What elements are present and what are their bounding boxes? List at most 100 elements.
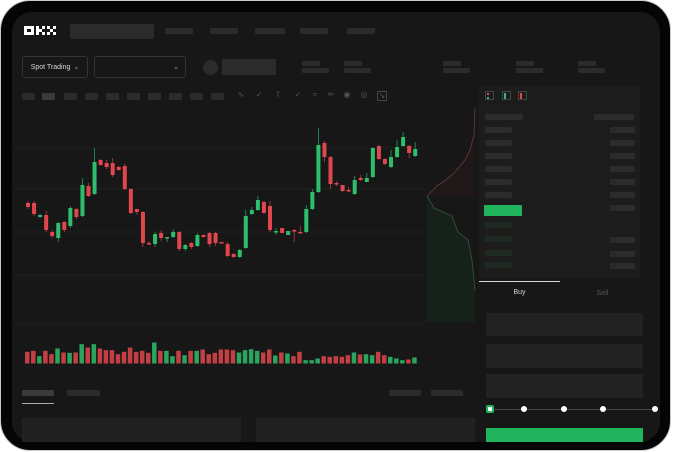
bids-only-icon[interactable]: [502, 91, 511, 100]
timeframe-button[interactable]: [211, 93, 224, 100]
candle: [364, 173, 369, 182]
volume-bar: [260, 352, 266, 364]
timeframe-button[interactable]: [85, 93, 98, 100]
nav-item[interactable]: [255, 28, 285, 34]
camera-icon[interactable]: ◉: [343, 90, 351, 99]
candle-body: [44, 215, 49, 230]
volume-bar: [321, 356, 326, 364]
spot-trading-label: Spot Trading: [30, 63, 71, 71]
volume-bar: [25, 351, 30, 364]
candle: [219, 242, 224, 244]
candle-body: [231, 254, 236, 257]
candle-body: [382, 159, 387, 164]
spot-trading-dropdown[interactable]: Spot Trading ⌄: [22, 56, 88, 78]
expand-icon[interactable]: ↘: [377, 91, 387, 101]
candle: [26, 201, 30, 209]
candle: [110, 158, 115, 177]
candle: [74, 208, 79, 219]
candle: [165, 237, 170, 242]
candle-body: [189, 243, 194, 247]
candle: [140, 211, 145, 247]
pencil-icon[interactable]: ✏: [327, 90, 335, 99]
volume-bar: [315, 358, 320, 364]
depth-chart: [426, 107, 476, 322]
timeframe-button[interactable]: [148, 93, 161, 100]
filter-button[interactable]: [389, 390, 421, 396]
slider-stop[interactable]: [561, 406, 567, 412]
candle: [334, 181, 339, 186]
tab-order-history[interactable]: [67, 390, 100, 396]
volume-bar: [49, 354, 54, 364]
slider-stop[interactable]: [652, 406, 658, 412]
candle-body: [352, 180, 357, 194]
volume-bar: [267, 349, 272, 364]
nav-item[interactable]: [347, 28, 375, 34]
candle-body: [80, 185, 85, 216]
volume-bar: [357, 354, 363, 364]
candle: [280, 228, 285, 233]
candle: [407, 145, 412, 158]
candle-body: [376, 146, 381, 159]
timeframe-button[interactable]: [106, 93, 119, 100]
total-input[interactable]: [486, 374, 643, 398]
candle-body: [364, 178, 369, 182]
timeframe-button[interactable]: [127, 93, 140, 100]
candle-body: [207, 233, 212, 244]
both-sides-icon[interactable]: [485, 91, 494, 100]
line-chart-icon[interactable]: ∿: [237, 90, 245, 99]
price-input[interactable]: [486, 313, 643, 336]
buy-button[interactable]: [486, 428, 643, 442]
slider-handle[interactable]: [486, 405, 494, 413]
tab-open-orders[interactable]: [22, 390, 54, 396]
indicator-icon[interactable]: f: [276, 90, 280, 99]
nav-item[interactable]: [210, 28, 238, 34]
candle-body: [261, 202, 266, 213]
wave-icon[interactable]: ≈: [312, 90, 318, 99]
timeframe-button[interactable]: [190, 93, 203, 100]
nav-item[interactable]: [300, 28, 328, 34]
candle-body: [177, 232, 182, 249]
timeframe-button-active[interactable]: [42, 93, 55, 100]
tab-buy[interactable]: Buy: [513, 289, 526, 296]
candle: [358, 175, 363, 181]
candle: [382, 158, 387, 165]
pair-selector-dropdown[interactable]: ⌄: [94, 56, 186, 78]
candle-body: [298, 232, 303, 234]
check-icon[interactable]: ✓: [255, 90, 263, 99]
candle-body: [201, 235, 206, 237]
volume-bar: [375, 351, 381, 364]
candle-body: [50, 232, 55, 236]
timeframe-button[interactable]: [64, 93, 77, 100]
slider-stop[interactable]: [521, 406, 527, 412]
filter-button[interactable]: [431, 390, 463, 396]
nav-item[interactable]: [165, 28, 193, 34]
search-bar[interactable]: [70, 24, 154, 39]
candle: [249, 207, 254, 215]
volume-bar: [406, 359, 411, 364]
candle-body: [413, 149, 418, 156]
volume-bar: [394, 358, 399, 364]
target-icon[interactable]: ◎: [360, 90, 368, 99]
amount-input[interactable]: [486, 344, 643, 368]
assets-panel: [256, 418, 475, 442]
candle: [80, 178, 85, 217]
volume-bar: [91, 344, 97, 364]
candle: [56, 222, 61, 242]
active-tab-indicator: [479, 281, 560, 282]
volume-bar: [61, 352, 66, 364]
candle: [116, 166, 121, 171]
candle-body: [346, 190, 351, 192]
volume-bar: [303, 360, 308, 364]
volume-bar: [43, 350, 48, 364]
tab-sell[interactable]: Sell: [596, 290, 609, 297]
volume-bar: [381, 355, 387, 364]
check-icon[interactable]: ✓: [294, 90, 302, 99]
slider-stop[interactable]: [600, 406, 606, 412]
candle: [225, 242, 230, 257]
candle: [189, 242, 194, 249]
timeframe-button[interactable]: [169, 93, 182, 100]
timeframe-button[interactable]: [22, 93, 35, 100]
asks-only-icon[interactable]: [518, 91, 527, 100]
candle-body: [38, 215, 43, 217]
